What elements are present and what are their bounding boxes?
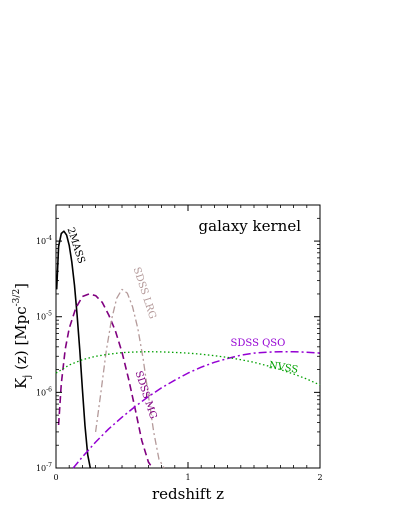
series-line-1 [57,293,154,469]
x-axis-label: redshift z [152,485,224,503]
series-label-2: SDSS LRG [131,266,158,321]
x-tick-label: 1 [185,473,190,482]
series-layer [55,230,321,469]
y-tick-label: 10-4 [36,235,52,246]
chart-title: galaxy kernel [199,217,302,235]
series-label-1: SDSS MG [133,370,159,421]
x-tick-label: 2 [317,473,322,482]
series-label-4: NVSS [268,360,299,376]
series-label-layer: 2MASS SDSS MG SDSS LRG SDSS QSO NVSS [65,226,300,420]
series-label-3: SDSS QSO [231,338,286,349]
x-tick-label: 0 [53,473,58,482]
y-tick-label: 10-5 [36,311,52,322]
series-line-0 [55,230,92,469]
y-tick-label: 10-6 [36,386,52,397]
y-axis-label: Kj (z) [Mpc-3/2] [12,283,33,389]
tick-layer: 0 1 2 10-7 10-6 10-5 10-4 [36,205,323,482]
y-tick-label: 10-7 [36,462,52,473]
series-label-0: 2MASS [65,226,87,265]
series-line-2 [94,288,165,469]
series-line-3 [72,350,321,469]
series-line-4 [55,351,321,386]
